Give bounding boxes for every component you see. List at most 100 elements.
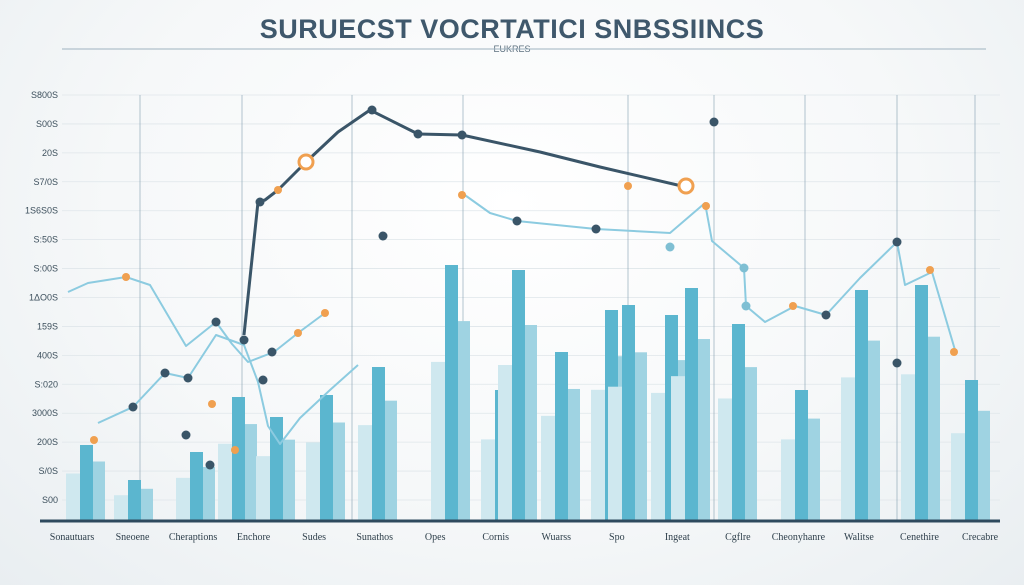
bar: [591, 389, 605, 520]
bar: [795, 390, 808, 520]
bar: [458, 321, 470, 520]
bar: [358, 425, 372, 520]
x-tick-label: Opes: [425, 532, 446, 543]
data-point: [702, 202, 710, 210]
x-tick-label: Enchore: [237, 532, 271, 543]
bar: [732, 324, 745, 520]
bar: [781, 439, 795, 520]
data-point: [926, 266, 934, 274]
bar: [868, 340, 880, 520]
y-tick-label: S/0S: [38, 466, 58, 476]
data-point: [739, 263, 749, 273]
bar: [333, 422, 345, 520]
bar: [245, 424, 257, 520]
series-line: [242, 201, 260, 336]
bar: [306, 442, 320, 520]
data-point: [677, 177, 695, 195]
data-point: [512, 216, 522, 226]
y-tick-label: 159S: [37, 321, 58, 331]
x-tick-label: Ingeat: [665, 532, 690, 543]
bar: [841, 377, 855, 520]
data-point: [122, 273, 130, 281]
x-tick-label: Cenethire: [900, 532, 939, 543]
data-point: [294, 329, 302, 337]
bar: [541, 415, 555, 520]
bar: [808, 418, 820, 520]
bar: [651, 392, 665, 520]
x-tick-label: Sneoene: [116, 532, 150, 543]
y-tick-label: S:00S: [33, 264, 58, 274]
data-point: [205, 460, 215, 470]
series-line: [97, 334, 359, 445]
y-tick-label: S800S: [31, 90, 58, 100]
data-point: [255, 197, 265, 207]
bar: [498, 365, 512, 520]
bar: [176, 477, 190, 520]
x-tick-label: Wuarss: [541, 532, 571, 543]
bar: [385, 400, 397, 520]
bar: [685, 288, 698, 520]
bar: [320, 395, 333, 520]
data-point: [821, 310, 831, 320]
bar: [80, 445, 93, 520]
x-tick-label: Cgflre: [725, 532, 751, 543]
data-point: [267, 347, 277, 357]
bar: [608, 386, 622, 520]
bar: [283, 439, 295, 520]
y-tick-label: 200S: [37, 437, 58, 447]
bar: [232, 397, 245, 520]
bar: [622, 305, 635, 520]
data-point: [624, 182, 632, 190]
data-point: [457, 130, 467, 140]
x-tick-label: Cheonyhanre: [772, 532, 826, 543]
data-point: [211, 317, 221, 327]
y-tick-label: S00: [42, 495, 58, 505]
bar: [951, 433, 965, 520]
data-point: [789, 302, 797, 310]
bar: [568, 388, 580, 520]
bar: [218, 443, 232, 520]
bar: [372, 367, 385, 520]
bar: [431, 361, 445, 520]
bar: [114, 495, 128, 520]
bar: [635, 352, 647, 520]
data-point: [591, 224, 601, 234]
bar: [128, 480, 141, 520]
data-point: [950, 348, 958, 356]
bar: [855, 290, 868, 520]
series-line: [67, 276, 326, 363]
x-tick-label: Cheraptions: [169, 532, 217, 543]
y-tick-label: S00S: [36, 119, 58, 129]
data-point: [231, 446, 239, 454]
data-point: [665, 242, 675, 252]
data-point: [160, 368, 170, 378]
y-tick-label: S:020: [34, 379, 58, 389]
data-point: [239, 335, 249, 345]
y-tick-label: S7/0S: [33, 177, 58, 187]
bar: [555, 352, 568, 520]
data-point: [274, 186, 282, 194]
data-point: [413, 129, 423, 139]
data-point: [458, 191, 466, 199]
data-point: [321, 309, 329, 317]
y-tick-label: 400S: [37, 350, 58, 360]
x-tick-label: Sunathos: [356, 532, 393, 543]
x-tick-label: Spo: [609, 532, 625, 543]
bar: [445, 265, 458, 520]
data-point: [297, 153, 315, 171]
data-point: [90, 436, 98, 444]
bar: [66, 473, 80, 520]
bar: [978, 410, 990, 520]
bar: [93, 461, 105, 520]
bar: [671, 376, 685, 520]
bar: [928, 336, 940, 520]
y-tick-label: 3000S: [32, 408, 58, 418]
data-point: [741, 301, 751, 311]
bar: [915, 285, 928, 520]
data-point: [892, 237, 902, 247]
bar: [256, 456, 270, 520]
y-tick-label: 1S6S0S: [25, 206, 58, 216]
x-tick-label: Sudes: [302, 532, 326, 543]
data-point: [258, 375, 268, 385]
